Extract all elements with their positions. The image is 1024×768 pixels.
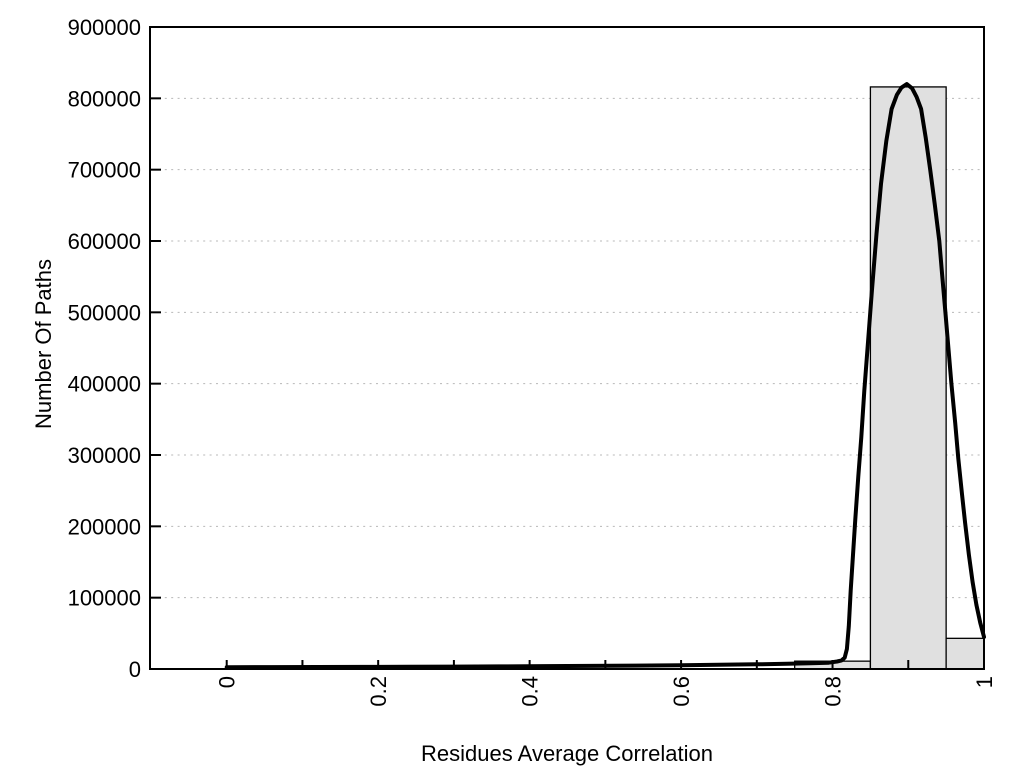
x-axis-title: Residues Average Correlation <box>421 741 713 766</box>
y-tick-label: 0 <box>129 657 141 682</box>
plot-border <box>149 26 985 670</box>
y-axis-title: Number Of Paths <box>31 259 56 429</box>
x-tick-label: 1 <box>972 676 997 688</box>
density-curve <box>224 82 986 670</box>
y-tick-label: 600000 <box>68 229 141 254</box>
x-tick-label: 0.2 <box>366 676 391 707</box>
y-tick-label: 800000 <box>68 86 141 111</box>
y-tick-label: 900000 <box>68 15 141 40</box>
y-tick-label: 300000 <box>68 443 141 468</box>
x-tick-label: 0.4 <box>518 676 543 707</box>
y-tick-label: 700000 <box>68 158 141 183</box>
y-tick-label: 400000 <box>68 372 141 397</box>
y-tick-label: 200000 <box>68 514 141 539</box>
x-tick-label: 0 <box>215 676 240 688</box>
y-tick-label: 500000 <box>68 300 141 325</box>
x-tick-label: 0.8 <box>821 676 846 707</box>
x-tick-label: 0.6 <box>669 676 694 707</box>
histogram-bar <box>945 637 985 670</box>
y-tick-label: 100000 <box>68 586 141 611</box>
